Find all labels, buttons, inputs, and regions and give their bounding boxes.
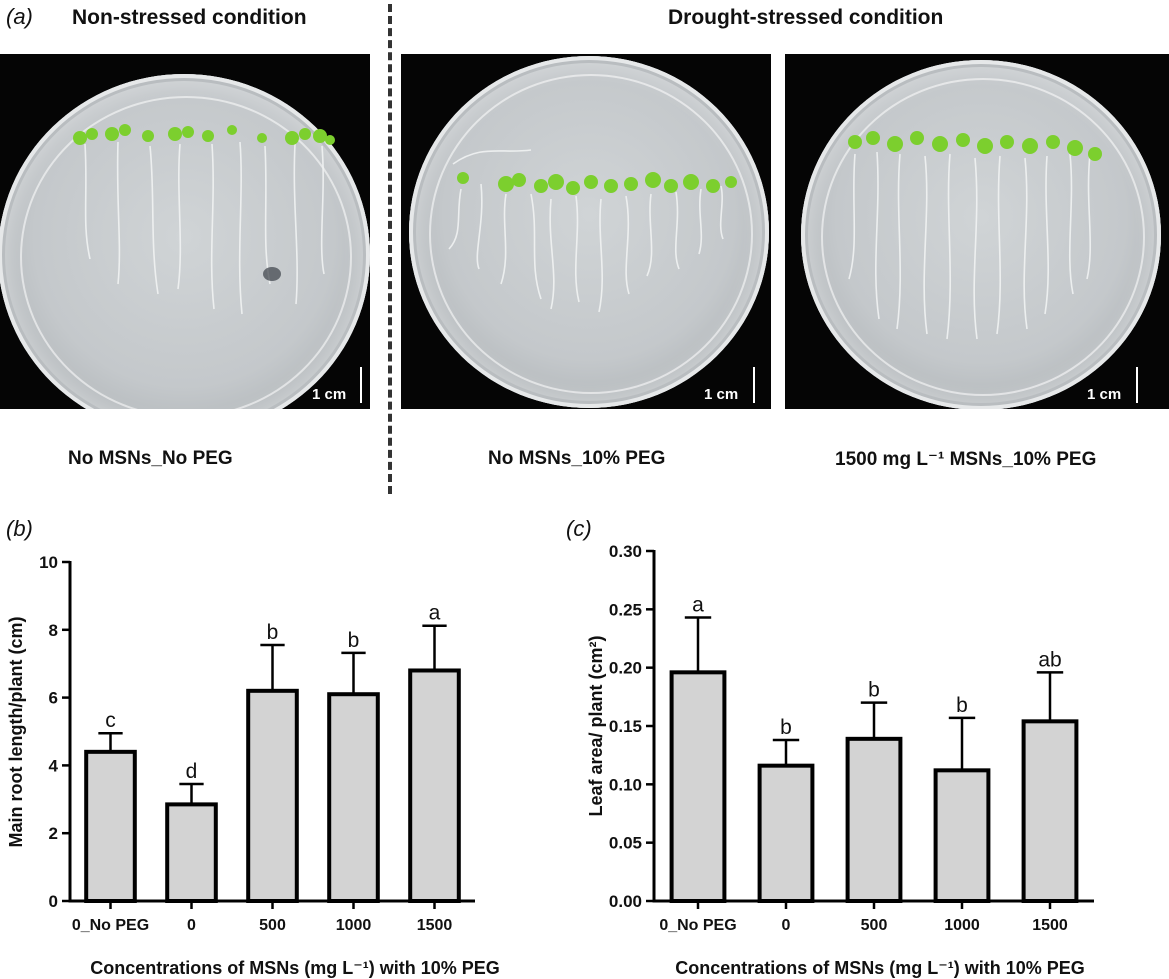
seedlings-1 bbox=[73, 124, 335, 315]
significance-letter: a bbox=[429, 602, 441, 625]
bar bbox=[845, 736, 903, 903]
non-stressed-title: Non-stressed condition bbox=[72, 6, 307, 29]
y-tick-label: 0.30 bbox=[609, 542, 642, 561]
y-axis-title: Main root length/plant (cm) bbox=[6, 617, 26, 848]
bar bbox=[408, 668, 461, 903]
scale-bar bbox=[753, 367, 755, 403]
y-tick-label: 0.20 bbox=[609, 659, 642, 678]
significance-letter: c bbox=[105, 709, 116, 732]
y-tick-label: 0.10 bbox=[609, 775, 642, 794]
x-tick-label: 0_No PEG bbox=[659, 917, 736, 934]
petri-plate-rim bbox=[821, 78, 1145, 396]
caption-1500-msns-10-peg: 1500 mg L⁻¹ MSNs_10% PEG bbox=[835, 449, 1097, 470]
x-tick-label: 1500 bbox=[417, 917, 453, 934]
x-tick-label: 500 bbox=[259, 917, 286, 934]
x-axis-title: Concentrations of MSNs (mg L⁻¹) with 10%… bbox=[90, 958, 500, 978]
chart-b: c 0_No PEG d 0 b 500 b 1000 a 1500 0 2 4 6 8 10 Main roo… bbox=[6, 553, 500, 978]
significance-letter: d bbox=[186, 760, 198, 783]
bar bbox=[669, 670, 727, 903]
bar bbox=[246, 688, 299, 903]
scale-bar bbox=[1136, 367, 1138, 403]
scale-label: 1 cm bbox=[704, 386, 739, 403]
x-tick-label: 1000 bbox=[944, 917, 980, 934]
panel-b-letter: (b) bbox=[6, 516, 33, 541]
y-tick-label: 0 bbox=[49, 892, 58, 911]
significance-letter: ab bbox=[1038, 648, 1061, 671]
plate-photo-1: 1 cm bbox=[0, 54, 370, 409]
y-tick-label: 4 bbox=[49, 756, 59, 775]
panel-a-letter: (a) bbox=[6, 4, 33, 29]
scale-label: 1 cm bbox=[1087, 386, 1122, 403]
y-tick-label: 2 bbox=[49, 824, 58, 843]
drought-stressed-title: Drought-stressed condition bbox=[668, 6, 944, 29]
bar bbox=[165, 802, 218, 904]
bar bbox=[757, 763, 815, 903]
y-tick-label: 0.00 bbox=[609, 892, 642, 911]
x-tick-label: 1000 bbox=[336, 917, 372, 934]
y-tick-label: 8 bbox=[49, 621, 58, 640]
panel-c-letter: (c) bbox=[566, 516, 592, 541]
plate-photo-2: 1 cm bbox=[401, 54, 771, 409]
scale-bar bbox=[360, 367, 362, 403]
significance-letter: b bbox=[267, 621, 279, 644]
y-axis-title: Leaf area/ plant (cm²) bbox=[586, 635, 606, 816]
x-axis-title: Concentrations of MSNs (mg L⁻¹) with 10%… bbox=[675, 958, 1085, 978]
y-tick-label: 10 bbox=[39, 553, 58, 572]
seedlings-3 bbox=[848, 131, 1102, 340]
y-tick-label: 0.05 bbox=[609, 834, 642, 853]
caption-no-msns-no-peg: No MSNs_No PEG bbox=[68, 448, 233, 469]
significance-letter: b bbox=[780, 716, 792, 739]
significance-letter: b bbox=[956, 694, 968, 717]
bar bbox=[933, 768, 991, 903]
y-tick-label: 6 bbox=[49, 689, 58, 708]
chart-c: a 0_No PEG b 0 b 500 b 1000 ab 1500 0.00 0.05 0.10 0.… bbox=[586, 542, 1094, 978]
x-tick-label: 500 bbox=[861, 917, 888, 934]
condition-divider bbox=[388, 4, 392, 494]
seedlings-2 bbox=[448, 149, 737, 313]
y-tick-label: 0.25 bbox=[609, 600, 642, 619]
bar bbox=[84, 749, 137, 903]
significance-letter: b bbox=[868, 679, 880, 702]
bar bbox=[327, 692, 380, 903]
significance-letter: a bbox=[692, 594, 704, 617]
x-tick-label: 0 bbox=[187, 917, 196, 934]
x-tick-label: 0_No PEG bbox=[72, 917, 149, 934]
bar bbox=[1021, 719, 1079, 903]
petri-plate-rim bbox=[429, 74, 753, 394]
significance-letter: b bbox=[348, 629, 360, 652]
x-tick-label: 0 bbox=[782, 917, 791, 934]
petri-plate-rim bbox=[20, 96, 352, 409]
plate-photo-3: 1 cm bbox=[785, 54, 1169, 409]
x-tick-label: 1500 bbox=[1032, 917, 1068, 934]
caption-no-msns-10-peg: No MSNs_10% PEG bbox=[488, 448, 666, 469]
y-tick-label: 0.15 bbox=[609, 717, 642, 736]
scale-label: 1 cm bbox=[312, 386, 347, 403]
